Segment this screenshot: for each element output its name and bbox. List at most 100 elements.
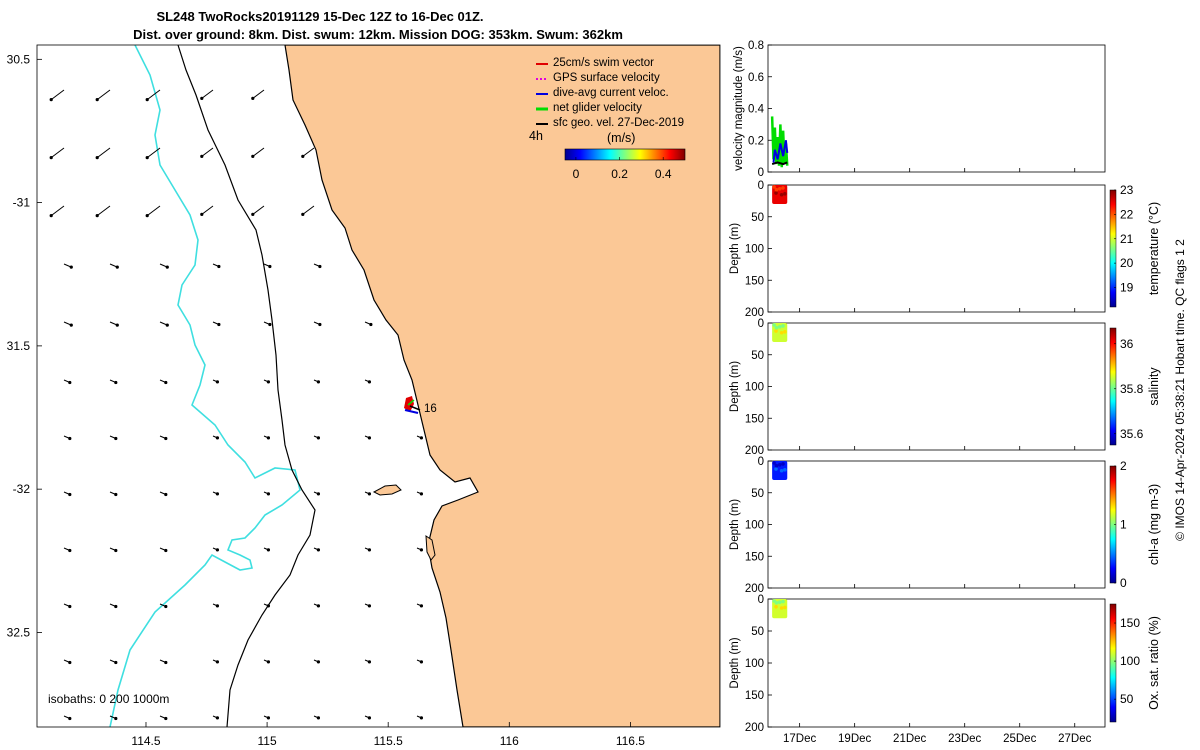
velocity-vector-head bbox=[115, 323, 119, 327]
velocity-vector-head bbox=[114, 660, 118, 665]
profile-data-point bbox=[783, 192, 787, 196]
map-y-ticks: 30.5 -31 31.5 -32 32.5 bbox=[7, 52, 42, 639]
velocity-vector-head bbox=[164, 548, 168, 553]
y-axis-label: Depth (m) bbox=[729, 637, 741, 688]
profile-data-point bbox=[774, 187, 779, 192]
velocity-vector bbox=[201, 147, 214, 157]
profile-data-point bbox=[781, 324, 785, 328]
profile-data-point bbox=[777, 463, 782, 467]
profile-data-point bbox=[779, 472, 783, 476]
velocity-vector-head bbox=[114, 380, 118, 385]
map-legend: 25cm/s swim vector GPS surface velocity … bbox=[529, 57, 686, 181]
legend-sfc-geo: sfc geo. vel. 27-Dec-2019 bbox=[553, 117, 684, 129]
speed-colorbar-tick-label: 0.4 bbox=[655, 167, 672, 181]
velocity-vector-head bbox=[367, 604, 372, 608]
y-tick-label: 50 bbox=[751, 350, 764, 362]
velocity-vector-head bbox=[266, 492, 271, 496]
velocity-vector-head bbox=[145, 98, 149, 102]
colorbar-units: (m/s) bbox=[607, 131, 635, 145]
velocity-vector bbox=[146, 89, 161, 100]
velocity-vector-head bbox=[49, 156, 53, 160]
panel-5: 0 50 100 150 200 Depth (m) 50 100 150 Ox. sat. ra… bbox=[729, 594, 1161, 734]
velocity-vector bbox=[50, 89, 65, 100]
velocity-vector-head bbox=[164, 492, 168, 497]
velocity-vector-head bbox=[266, 660, 271, 664]
map-y-tick-label: -31 bbox=[13, 196, 31, 210]
velocity-vector-head bbox=[164, 716, 168, 721]
isobaths-label: isobaths: 0 200 1000m bbox=[48, 692, 169, 706]
velocity-vector-head bbox=[164, 436, 168, 441]
velocity-vector-head bbox=[215, 716, 220, 720]
velocity-vector-head bbox=[215, 492, 220, 496]
profile-data-point bbox=[772, 198, 777, 202]
velocity-vector-head bbox=[316, 548, 321, 552]
y-tick-label: 150 bbox=[745, 551, 764, 563]
y-tick-label: 50 bbox=[751, 488, 764, 500]
isobath-1000m bbox=[177, 45, 316, 727]
velocity-vector-head bbox=[215, 380, 220, 384]
profile-data-point bbox=[774, 463, 779, 468]
velocity-vector-head bbox=[69, 265, 73, 269]
velocity-vector-head bbox=[316, 436, 321, 440]
y-tick-label: 200 bbox=[745, 722, 764, 734]
velocity-vector-head bbox=[68, 716, 72, 721]
y-tick-label: 100 bbox=[745, 520, 764, 532]
map-x-tick-label: 116 bbox=[500, 734, 519, 748]
surface-velocity-vectors bbox=[49, 89, 424, 721]
velocity-vector-head bbox=[68, 548, 72, 553]
colorbar-label: temperature (°C) bbox=[1147, 202, 1161, 295]
profile-data-point bbox=[781, 599, 785, 604]
chart-title-line2: Dist. over ground: 8km. Dist. swum: 12km… bbox=[133, 27, 623, 42]
velocity-vector bbox=[302, 147, 315, 157]
profile-data-point bbox=[781, 186, 785, 190]
colorbar-tick-label: 35.6 bbox=[1120, 427, 1144, 441]
velocity-vector-head bbox=[419, 492, 424, 496]
velocity-vector-head bbox=[419, 716, 424, 720]
panel-4: 0 50 100 150 200 Depth (m) 0 1 2 chl-a (mg m-3) bbox=[729, 456, 1161, 595]
date-tick-label: 19Dec bbox=[838, 733, 871, 745]
profile-data-point bbox=[774, 191, 778, 195]
y-tick-label: 100 bbox=[745, 658, 764, 670]
colorbar-tick-label: 21 bbox=[1120, 232, 1134, 246]
profile-data-point bbox=[772, 611, 777, 615]
date-tick-label: 27Dec bbox=[1058, 733, 1091, 745]
velocity-vector-head bbox=[95, 98, 99, 102]
velocity-vector bbox=[201, 89, 214, 99]
velocity-vector-head bbox=[49, 98, 53, 102]
profile-data-point bbox=[783, 330, 787, 334]
velocity-vector-head bbox=[49, 214, 53, 218]
velocity-vector-head bbox=[69, 323, 73, 327]
velocity-vector-head bbox=[419, 548, 424, 552]
velocity-vector-head bbox=[114, 548, 118, 553]
profile-data-point bbox=[776, 335, 780, 339]
y-axis-label: Depth (m) bbox=[729, 223, 741, 274]
velocity-vector bbox=[252, 89, 265, 99]
map-x-ticks: 114.5 115 115.5 116 116.5 bbox=[131, 722, 645, 748]
velocity-series-line bbox=[772, 140, 789, 163]
velocity-vector-head bbox=[419, 660, 424, 664]
velocity-vector-head bbox=[215, 548, 220, 552]
velocity-vector-head bbox=[367, 436, 372, 440]
profile-data-point bbox=[772, 336, 777, 340]
colorbar-tick-label: 50 bbox=[1120, 692, 1134, 706]
velocity-vector-head bbox=[68, 380, 72, 385]
velocity-vector-head bbox=[419, 604, 424, 608]
velocity-vector-head bbox=[266, 548, 271, 552]
rottnest-island bbox=[372, 484, 402, 496]
velocity-vector bbox=[96, 147, 111, 159]
velocity-vector-head bbox=[217, 322, 221, 327]
map-panel: 16 25cm/s swim vector GPS surface veloci… bbox=[7, 44, 721, 748]
profile-data-point bbox=[776, 197, 780, 201]
y-tick-label: 0.4 bbox=[748, 104, 765, 116]
velocity-vector-head bbox=[369, 322, 373, 327]
colorbar-tick-label: 100 bbox=[1120, 654, 1140, 668]
profile-data-point bbox=[779, 334, 783, 338]
colorbar-tick-label: 23 bbox=[1120, 183, 1134, 197]
map-y-tick-label: 32.5 bbox=[7, 625, 31, 639]
map-land bbox=[284, 45, 720, 727]
velocity-vector-head bbox=[266, 604, 271, 608]
velocity-vector-head bbox=[268, 322, 272, 327]
velocity-vector-head bbox=[316, 660, 321, 664]
